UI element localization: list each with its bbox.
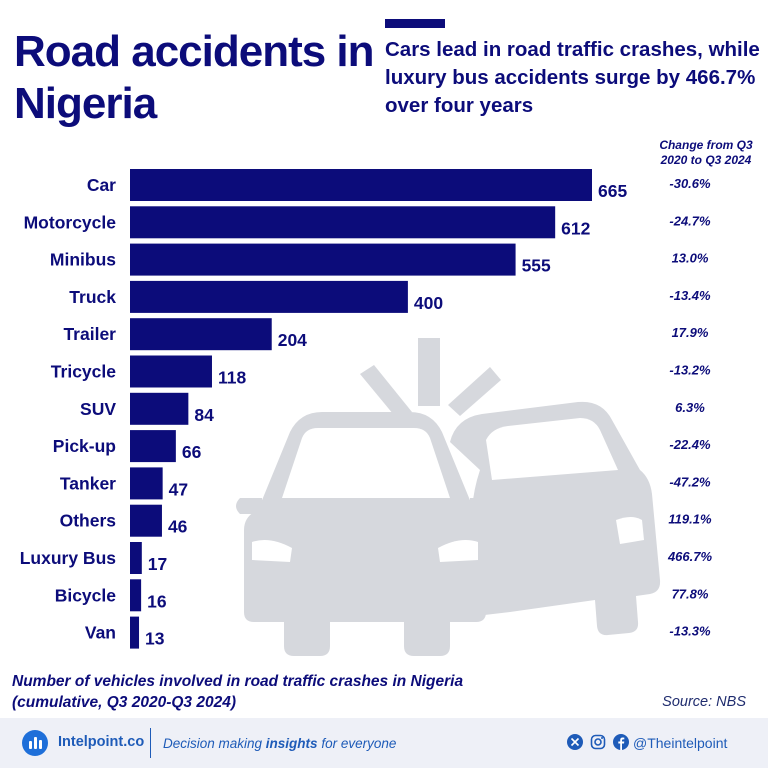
tagline-post: for everyone — [317, 736, 397, 751]
social-icons — [566, 733, 635, 751]
change-label: 466.7% — [667, 549, 713, 564]
category-label: Others — [60, 511, 117, 531]
bar — [130, 430, 176, 463]
change-label: 77.8% — [672, 586, 709, 601]
source-label: Source: NBS — [662, 694, 746, 710]
page-title: Road accidents in Nigeria — [14, 27, 375, 128]
change-label: -24.7% — [669, 213, 711, 228]
brand-name[interactable]: Intelpoint.co — [58, 734, 145, 750]
value-label: 17 — [148, 554, 167, 574]
category-label: Trailer — [63, 324, 116, 344]
value-label: 13 — [145, 629, 165, 649]
bar — [130, 504, 162, 537]
bar — [130, 318, 272, 351]
value-label: 204 — [278, 330, 307, 350]
change-label: -47.2% — [669, 474, 711, 489]
bar — [130, 169, 592, 201]
change-label: 119.1% — [668, 512, 712, 527]
category-label: Truck — [69, 287, 116, 307]
change-header-line1: Change from Q3 — [659, 138, 753, 152]
facebook-icon[interactable] — [612, 733, 630, 751]
footer-divider — [150, 728, 151, 758]
category-label: Bicycle — [55, 585, 117, 605]
change-label: -22.4% — [669, 437, 711, 452]
bar — [130, 355, 212, 388]
change-label: 17.9% — [672, 325, 709, 340]
bar — [130, 243, 516, 276]
tagline-pre: Decision making — [163, 736, 266, 751]
change-header-line2: 2020 to Q3 2024 — [660, 153, 752, 167]
footer: Intelpoint.co Decision making insights f… — [0, 718, 768, 768]
value-label: 612 — [561, 218, 590, 238]
category-label: Motorcycle — [24, 212, 117, 232]
bar — [130, 280, 408, 313]
tagline: Decision making insights for everyone — [163, 736, 396, 751]
bar — [130, 206, 556, 239]
category-label: SUV — [80, 399, 116, 419]
category-label: Tricycle — [51, 362, 116, 382]
value-label: 46 — [168, 517, 188, 537]
bar — [130, 579, 142, 612]
footnote-line2: (cumulative, Q3 2020-Q3 2024) — [12, 694, 237, 711]
category-label: Tanker — [60, 473, 116, 493]
value-label: 118 — [218, 368, 246, 388]
social-handle[interactable]: @Theintelpoint — [633, 735, 728, 751]
footnote-line1: Number of vehicles involved in road traf… — [12, 673, 464, 690]
category-label: Minibus — [50, 250, 116, 270]
instagram-icon[interactable] — [589, 733, 607, 751]
change-label: -13.3% — [669, 624, 711, 639]
bar — [130, 392, 189, 425]
tagline-bold: insights — [265, 736, 318, 751]
bar — [130, 542, 142, 574]
change-label: -13.4% — [669, 288, 711, 303]
x-icon[interactable] — [566, 733, 584, 751]
accent-bar — [385, 19, 445, 28]
value-label: 66 — [182, 442, 202, 462]
value-label: 665 — [598, 181, 627, 201]
category-label: Car — [87, 175, 116, 195]
bar — [130, 616, 140, 649]
bar — [130, 467, 163, 500]
change-label: 13.0% — [672, 251, 709, 266]
page-subtitle: Cars lead in road traffic crashes, while… — [385, 38, 760, 117]
category-label: Pick-up — [53, 436, 116, 456]
value-label: 84 — [194, 405, 214, 425]
value-label: 16 — [147, 591, 167, 611]
change-label: 6.3% — [675, 400, 705, 415]
change-label: -30.6% — [669, 176, 711, 191]
value-label: 47 — [169, 479, 188, 499]
value-label: 400 — [414, 293, 443, 313]
intelpoint-logo-icon[interactable] — [22, 730, 48, 756]
change-label: -13.2% — [669, 363, 711, 378]
value-label: 555 — [522, 256, 551, 276]
category-label: Van — [85, 623, 116, 643]
bar-chart: Change from Q3 2020 to Q3 2024 Car 665 -30… — [20, 138, 753, 656]
category-label: Luxury Bus — [20, 548, 117, 568]
chart-footnote: Number of vehicles involved in road traf… — [12, 671, 612, 713]
